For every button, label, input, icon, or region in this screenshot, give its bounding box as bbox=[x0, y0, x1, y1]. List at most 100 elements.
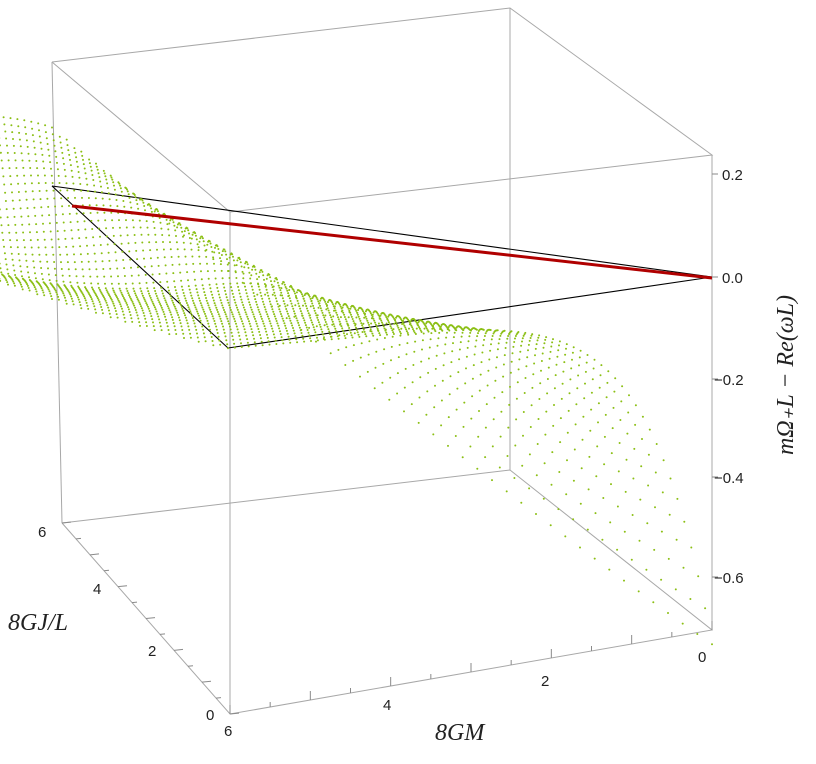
surface-point bbox=[547, 366, 550, 369]
surface-point bbox=[168, 333, 171, 336]
surface-point bbox=[17, 182, 20, 185]
surface-point bbox=[344, 337, 347, 340]
surface-point bbox=[585, 361, 588, 364]
surface-point bbox=[100, 252, 103, 255]
surface-point bbox=[266, 336, 269, 339]
surface-point bbox=[363, 313, 366, 316]
surface-point bbox=[162, 295, 165, 297]
surface-point bbox=[332, 315, 335, 318]
surface-point bbox=[118, 301, 121, 304]
surface-point bbox=[407, 319, 410, 322]
y-tick-mark bbox=[159, 633, 166, 635]
surface-point bbox=[329, 333, 331, 336]
surface-point bbox=[324, 314, 327, 317]
surface-point bbox=[343, 313, 346, 316]
surface-point bbox=[81, 292, 84, 295]
surface-point bbox=[196, 332, 198, 335]
surface-point bbox=[373, 387, 376, 390]
surface-point bbox=[289, 341, 292, 344]
surface-point bbox=[365, 317, 368, 320]
surface-point bbox=[306, 307, 308, 310]
surface-point bbox=[362, 328, 365, 331]
surface-point bbox=[148, 203, 151, 206]
surface-point bbox=[173, 280, 176, 283]
surface-point bbox=[428, 346, 431, 349]
surface-point bbox=[518, 358, 521, 361]
surface-point bbox=[112, 234, 115, 237]
surface-point bbox=[393, 322, 396, 325]
surface-point bbox=[145, 321, 148, 324]
surface-point bbox=[240, 342, 242, 345]
surface-point bbox=[417, 324, 420, 327]
surface-point bbox=[618, 442, 621, 444]
surface-point bbox=[337, 337, 340, 340]
surface-point bbox=[123, 267, 126, 270]
surface-point bbox=[164, 264, 167, 267]
surface-point bbox=[143, 257, 145, 260]
surface-point bbox=[279, 289, 282, 292]
surface-point bbox=[104, 287, 107, 290]
surface-point bbox=[531, 386, 534, 389]
surface-point bbox=[86, 252, 89, 255]
surface-point bbox=[432, 327, 435, 330]
surface-point bbox=[403, 386, 406, 389]
surface-point bbox=[253, 295, 256, 298]
surface-point bbox=[303, 300, 306, 302]
surface-point bbox=[309, 337, 312, 340]
surface-point bbox=[425, 327, 428, 330]
surface-point bbox=[293, 332, 296, 335]
surface-point bbox=[70, 297, 73, 300]
surface-point bbox=[127, 292, 130, 295]
surface-point bbox=[232, 255, 234, 258]
surface-point bbox=[132, 302, 135, 305]
surface-point bbox=[23, 246, 26, 249]
surface-point bbox=[203, 336, 206, 339]
surface-point bbox=[27, 152, 30, 155]
surface-point bbox=[194, 325, 197, 328]
surface-point bbox=[311, 323, 314, 326]
surface-point bbox=[278, 286, 281, 289]
surface-point bbox=[448, 329, 451, 332]
surface-point bbox=[422, 332, 425, 335]
surface-point bbox=[83, 167, 86, 170]
surface-point bbox=[79, 304, 82, 306]
surface-point bbox=[210, 310, 212, 313]
surface-point bbox=[119, 289, 122, 292]
surface-point bbox=[239, 338, 242, 341]
surface-point bbox=[286, 310, 289, 313]
surface-point bbox=[264, 308, 267, 311]
surface-point bbox=[272, 288, 275, 291]
surface-point bbox=[579, 502, 582, 505]
surface-point bbox=[326, 307, 329, 310]
surface-point bbox=[325, 308, 328, 311]
surface-point bbox=[268, 320, 271, 323]
surface-point bbox=[400, 327, 403, 330]
surface-point bbox=[194, 234, 197, 237]
surface-point bbox=[156, 312, 159, 315]
surface-point bbox=[218, 339, 221, 342]
surface-point bbox=[249, 277, 252, 280]
surface-point bbox=[586, 354, 589, 356]
surface-point bbox=[206, 302, 209, 305]
surface-point bbox=[16, 246, 19, 249]
surface-point bbox=[38, 135, 41, 138]
surface-point bbox=[221, 277, 224, 280]
surface-point bbox=[0, 224, 3, 227]
surface-point bbox=[472, 364, 475, 367]
surface-point bbox=[40, 267, 43, 269]
surface-point bbox=[542, 497, 545, 500]
surface-point bbox=[2, 175, 5, 178]
surface-point bbox=[42, 291, 45, 294]
surface-point bbox=[258, 311, 261, 313]
surface-point bbox=[4, 258, 7, 261]
surface-point bbox=[270, 283, 273, 286]
surface-point bbox=[23, 174, 26, 177]
surface-point bbox=[579, 349, 582, 352]
surface-point bbox=[35, 223, 38, 226]
z-tick-label: 0.0 bbox=[722, 270, 743, 287]
surface-point bbox=[56, 230, 59, 233]
surface-point bbox=[254, 317, 256, 320]
surface-point bbox=[22, 231, 25, 234]
surface-point bbox=[63, 294, 66, 297]
surface-point bbox=[195, 238, 198, 241]
